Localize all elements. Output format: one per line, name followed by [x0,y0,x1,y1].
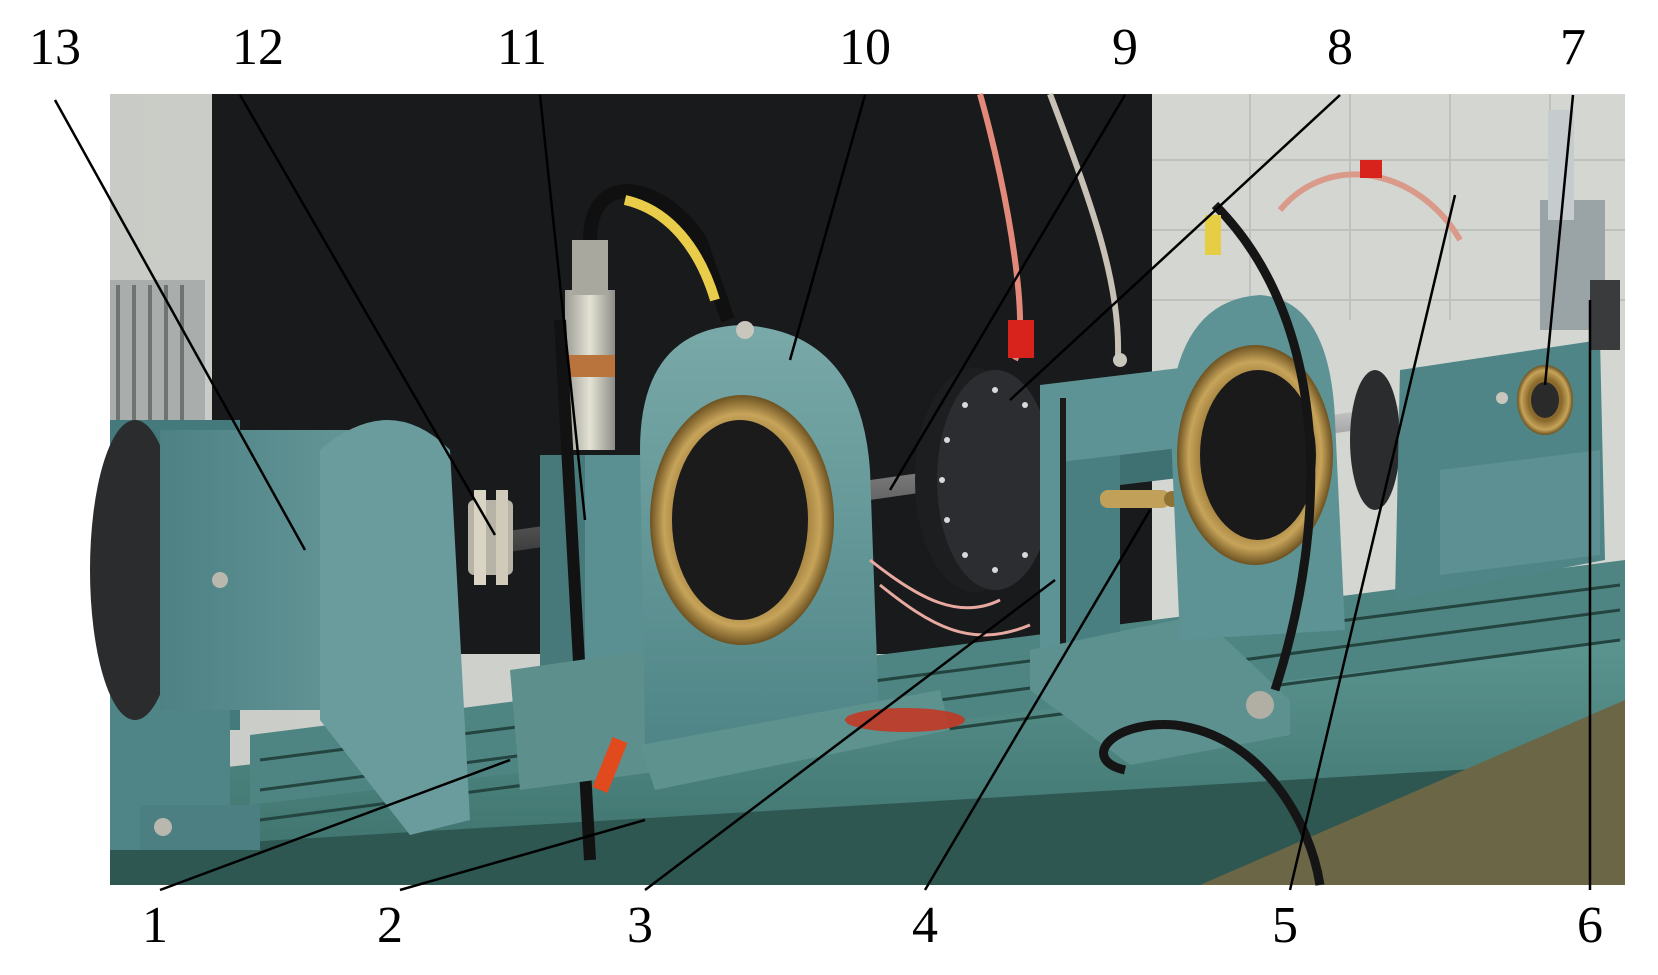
callout-label-8: 8 [1327,19,1353,76]
leader-line-5 [1288,194,1457,891]
leader-line-13 [53,99,307,551]
leader-line-8 [1009,94,1341,401]
callout-label-2: 2 [377,897,403,954]
leader-line-4 [923,509,1152,891]
leader-line-10 [788,94,867,361]
leader-line-12 [238,94,497,536]
leader-line-3 [644,579,1056,891]
leader-line-11 [538,94,587,521]
leader-line-2 [399,818,646,892]
callout-label-4: 4 [912,897,938,954]
leader-line-9 [888,94,1127,491]
leader-line-7 [1543,94,1575,386]
callout-label-10: 10 [839,19,891,76]
callout-label-5: 5 [1272,897,1298,954]
leader-line-1 [159,758,511,892]
callout-label-13: 13 [29,19,81,76]
callout-label-6: 6 [1577,897,1603,954]
callout-label-7: 7 [1560,19,1586,76]
callout-label-9: 9 [1112,19,1138,76]
callout-label-11: 11 [496,19,548,76]
callout-label-1: 1 [142,897,168,954]
callout-label-12: 12 [232,19,284,76]
callout-label-3: 3 [627,897,653,954]
